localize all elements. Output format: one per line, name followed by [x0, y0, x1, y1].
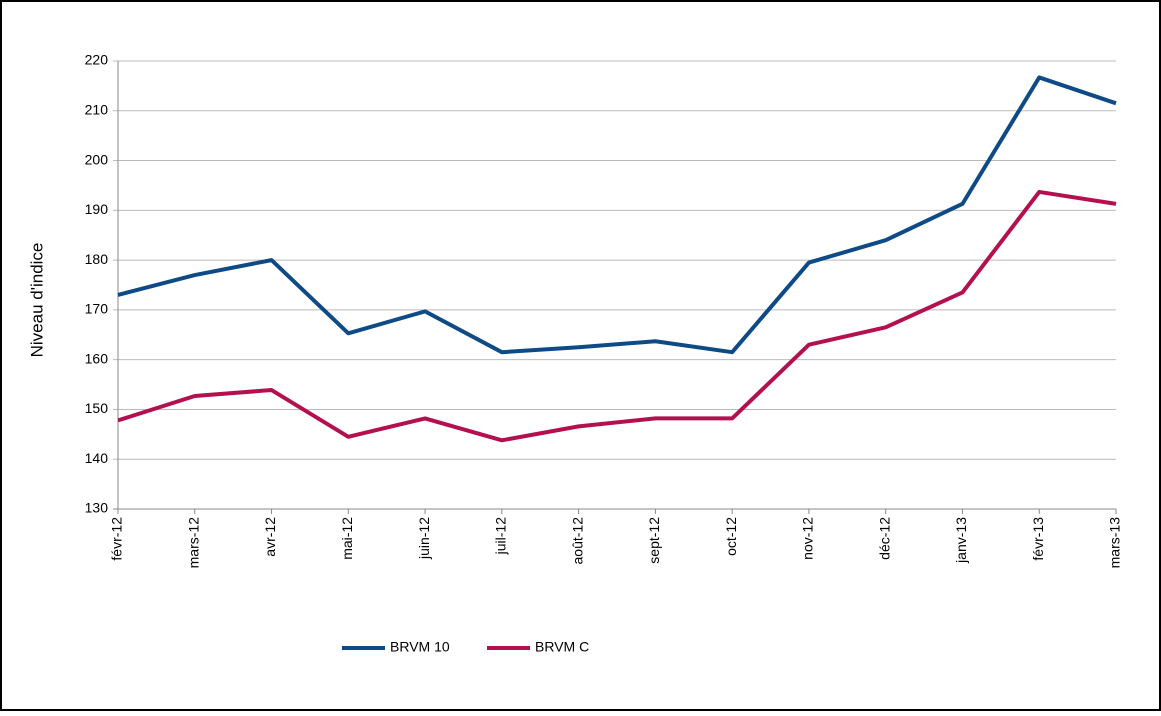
- x-tick-label: déc-12: [876, 517, 892, 560]
- y-tick-label: 130: [85, 500, 109, 516]
- x-tick-label: mars-12: [185, 517, 201, 569]
- x-tick-label: juil-12: [493, 517, 509, 556]
- x-tick-label: janv-13: [953, 517, 969, 564]
- y-tick-label: 180: [85, 251, 109, 267]
- x-tick-label: août-12: [569, 517, 585, 565]
- y-tick-label: 220: [85, 52, 109, 68]
- y-tick-label: 160: [85, 350, 109, 366]
- x-tick-label: févr-13: [1030, 517, 1046, 561]
- y-tick-label: 210: [85, 101, 109, 117]
- x-tick-label: mars-13: [1107, 517, 1123, 569]
- series-line: [117, 75, 1117, 355]
- x-tick-label: nov-12: [800, 517, 816, 560]
- y-tick-label: 190: [85, 201, 109, 217]
- x-tick-label: juin-12: [416, 517, 432, 560]
- legend-label: BRVM 10: [390, 639, 450, 655]
- x-tick-label: oct-12: [723, 517, 739, 556]
- y-axis-label: Niveau d'indice: [27, 243, 46, 358]
- x-tick-label: sept-12: [646, 517, 662, 564]
- legend-label: BRVM C: [535, 639, 589, 655]
- y-tick-label: 140: [85, 450, 109, 466]
- y-tick-label: 170: [85, 301, 109, 317]
- x-tick-label: avr-12: [262, 517, 278, 557]
- series-line: [117, 189, 1117, 443]
- x-tick-label: mai-12: [339, 517, 355, 560]
- y-tick-label: 150: [85, 400, 109, 416]
- y-tick-label: 200: [85, 151, 109, 167]
- x-tick-label: févr-12: [109, 517, 125, 561]
